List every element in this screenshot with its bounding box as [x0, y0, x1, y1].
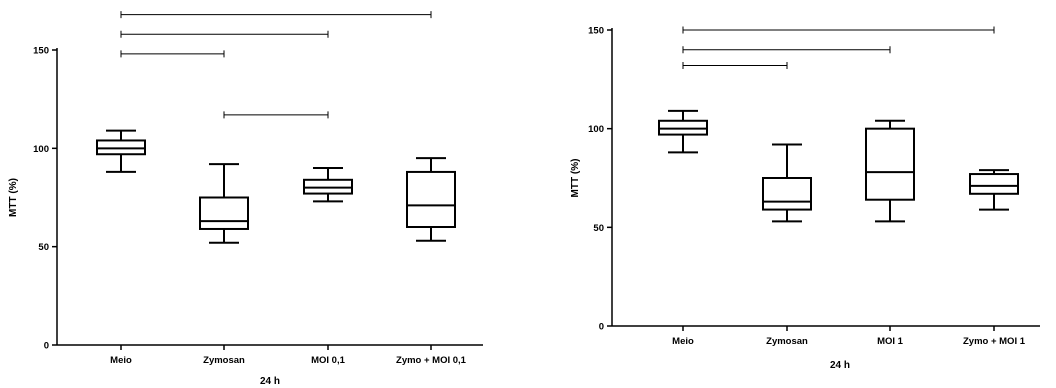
category-label: Meio — [110, 355, 132, 366]
x-axis-title: 24 h — [830, 360, 850, 371]
y-tick-label: 150 — [588, 26, 604, 37]
box-plot-3 — [969, 169, 1019, 211]
comparison-bar-1 — [120, 30, 329, 38]
comparison-bar-1 — [682, 46, 891, 54]
y-axis-title: MTT (%) — [570, 159, 581, 198]
x-axis-title: 24 h — [260, 376, 280, 387]
comparison-bar-0 — [120, 11, 432, 19]
box-plot-3 — [406, 157, 456, 242]
chart-panel-left: 0 50 100 150 Meio Zymosan MOI 0,1 Zymo + MOI 0,… — [8, 11, 483, 387]
category-label: Zymosan — [766, 336, 808, 347]
y-tick-label: 50 — [593, 223, 604, 234]
category-label: MOI 1 — [877, 336, 904, 347]
box-iqr — [969, 173, 1019, 195]
y-tick-label: 100 — [33, 144, 49, 155]
box-plot-1 — [762, 143, 812, 223]
box-plot-2 — [865, 119, 915, 223]
category-label: Zymo + MOI 1 — [963, 336, 1026, 347]
box-iqr — [406, 170, 456, 228]
y-tick-label: 100 — [588, 124, 604, 135]
y-tick-label: 50 — [38, 242, 49, 253]
category-label: Meio — [672, 336, 694, 347]
y-tick-label: 0 — [44, 341, 49, 352]
box-iqr — [865, 127, 915, 201]
comparison-bar-2 — [120, 50, 225, 58]
box-plot-0 — [658, 109, 708, 154]
box-plot-2 — [303, 167, 353, 203]
y-axis-title: MTT (%) — [8, 178, 19, 217]
comparison-bar-3 — [223, 111, 329, 119]
chart-panel-right: 0 50 100 150 Meio Zymosan MOI 1 Zymo + MOI 1 24 … — [570, 26, 1040, 371]
category-label: MOI 0,1 — [311, 355, 346, 366]
y-tick-label: 150 — [33, 46, 49, 57]
y-tick-label: 0 — [599, 322, 604, 333]
category-label: Zymo + MOI 0,1 — [396, 355, 467, 366]
category-label: Zymosan — [203, 355, 245, 366]
comparison-bar-2 — [682, 62, 788, 70]
box-iqr — [199, 196, 249, 230]
comparison-bar-0 — [682, 26, 995, 34]
box-plot-1 — [199, 163, 249, 244]
box-plot-0 — [96, 129, 146, 173]
box-iqr — [762, 177, 812, 211]
